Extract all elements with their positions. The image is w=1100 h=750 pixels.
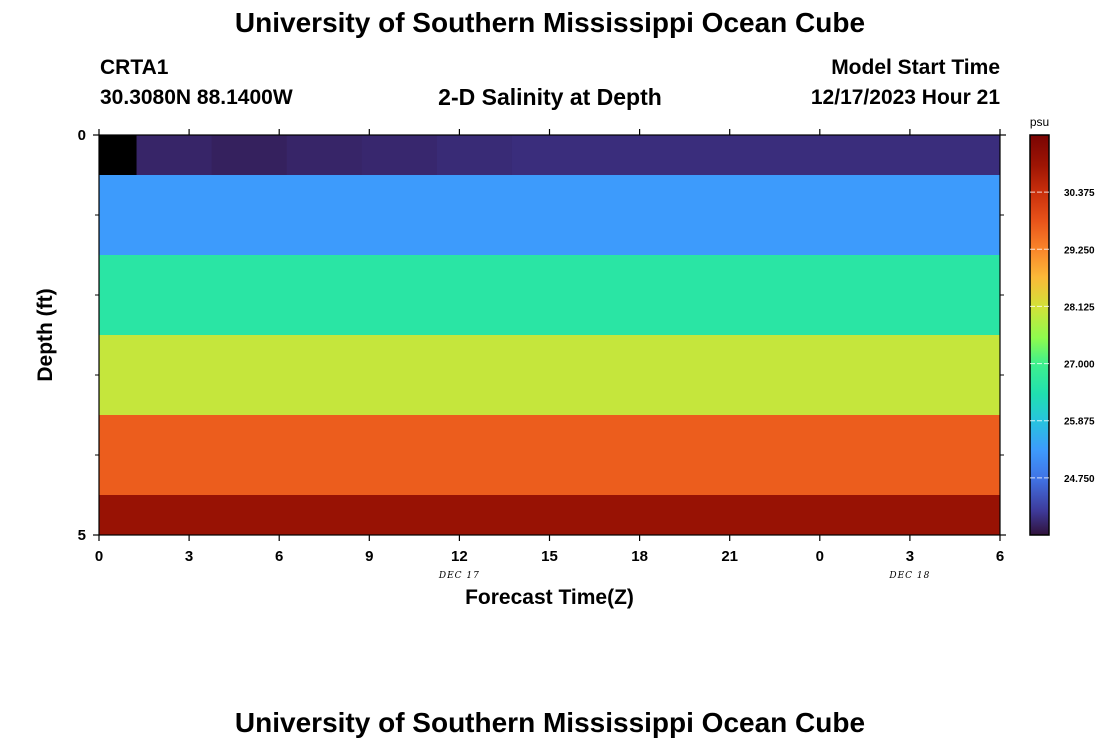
model-start-label: Model Start Time — [831, 56, 1000, 79]
x-tick-label: 18 — [631, 548, 648, 565]
heatmap-cell-0-4 — [361, 135, 438, 176]
station-coordinates: 30.3080N 88.1400W — [100, 86, 293, 109]
heatmap-cell-0-6 — [511, 135, 1001, 176]
heatmap-cell-0-2 — [211, 135, 288, 176]
x-tick-label: 6 — [275, 548, 283, 565]
x-tick-label: 3 — [185, 548, 193, 565]
x-tick-label: 15 — [541, 548, 558, 565]
colorbar-tick-label: 30.375 — [1064, 188, 1095, 199]
heatmap-cell-3-0 — [99, 335, 1001, 416]
heatmap-cell-4-0 — [99, 415, 1001, 496]
x-tick-label: 9 — [365, 548, 373, 565]
model-start-time: 12/17/2023 Hour 21 — [810, 86, 1000, 109]
plot-title: 2-D Salinity at Depth — [438, 84, 662, 110]
page-title: University of Southern Mississippi Ocean… — [234, 7, 866, 38]
heatmap-cell-0-3 — [286, 135, 363, 176]
y-axis-label: Depth (ft) — [34, 288, 57, 381]
x-tick-label: 6 — [996, 548, 1004, 565]
x-tick-label: 0 — [95, 548, 103, 565]
heatmap-cell-0-0 — [99, 135, 138, 176]
heatmap-cell-2-0 — [99, 255, 1001, 336]
x-tick-label: 21 — [721, 548, 738, 565]
date-label: DEC 17 — [438, 571, 480, 581]
heatmap-cell-0-1 — [136, 135, 213, 176]
x-axis-label: Forecast Time(Z) — [465, 586, 634, 609]
date-label: DEC 18 — [888, 571, 930, 581]
y-tick-label: 5 — [78, 527, 86, 544]
colorbar — [1029, 134, 1050, 536]
x-tick-label: 0 — [816, 548, 824, 565]
x-tick-label: 3 — [906, 548, 914, 565]
colorbar-tick-label: 27.000 — [1064, 360, 1095, 371]
heatmap-cell-0-5 — [436, 135, 513, 176]
heatmap-cell-1-0 — [99, 175, 1001, 256]
footer-title: University of Southern Mississippi Ocean… — [234, 707, 866, 738]
colorbar-tick-label: 29.250 — [1064, 245, 1095, 256]
colorbar-tick-label: 25.875 — [1064, 417, 1095, 428]
heatmap-cell-5-0 — [99, 495, 1001, 536]
station-id: CRTA1 — [100, 56, 169, 79]
colorbar-tick-label: 24.750 — [1064, 474, 1095, 485]
y-tick-label: 0 — [78, 127, 86, 144]
colorbar-tick-label: 28.125 — [1064, 302, 1095, 313]
colorbar-unit: psu — [1030, 115, 1049, 129]
x-tick-label: 12 — [451, 548, 468, 565]
